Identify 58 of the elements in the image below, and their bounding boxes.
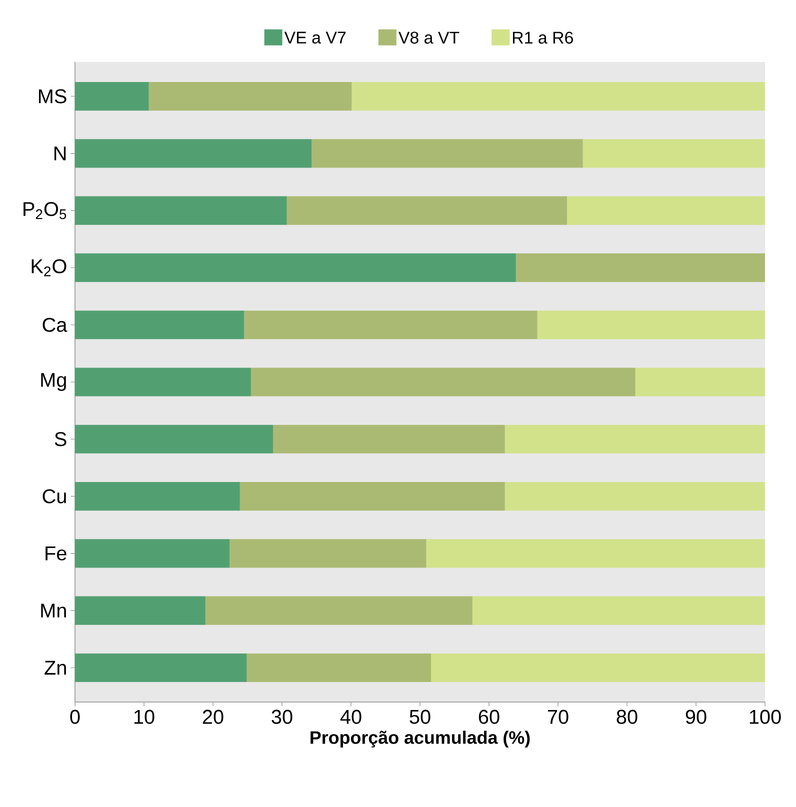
bar	[537, 310, 766, 340]
bar	[75, 539, 230, 568]
y-tick-label: S	[54, 432, 66, 446]
x-tick-label: 10	[134, 710, 154, 724]
bar	[240, 482, 505, 511]
bar	[635, 368, 766, 396]
bar	[352, 82, 766, 111]
bar	[426, 539, 766, 568]
y-tick-label: Fe	[46, 546, 66, 560]
y-tick-label: Cu	[42, 489, 66, 504]
legend-label: R1 a R6	[512, 32, 573, 44]
x-tick-label: 70	[548, 710, 568, 724]
x-tick-label: 20	[202, 710, 224, 724]
bar	[75, 139, 312, 168]
y-tick-label: Ca	[42, 318, 68, 332]
bar	[205, 596, 472, 625]
bar	[246, 653, 432, 682]
bar	[230, 539, 426, 568]
bar	[582, 139, 766, 168]
y-tick-label: N	[54, 146, 66, 160]
bar	[566, 196, 766, 225]
bar	[75, 310, 244, 340]
bar	[504, 424, 766, 454]
bar	[472, 596, 766, 625]
x-tick-label: 90	[686, 710, 706, 724]
bar	[250, 368, 636, 396]
y-tick-label: Mg	[41, 373, 66, 391]
legend-label: V8 a VT	[398, 32, 460, 44]
bar	[75, 196, 287, 225]
bar	[75, 82, 149, 111]
x-tick-label: 60	[478, 710, 500, 724]
bar	[75, 368, 251, 396]
bar	[431, 653, 766, 682]
bar	[75, 424, 274, 454]
y-tick-label: P$_{2}$O$_{5}$	[24, 202, 66, 220]
y-tick-label: MS	[38, 89, 66, 104]
x-tick-label: 50	[410, 710, 430, 724]
bar	[75, 596, 206, 625]
x-tick-label: 80	[616, 710, 638, 724]
bar	[273, 424, 505, 454]
x-tick-label: 40	[340, 710, 362, 724]
bar	[75, 253, 516, 282]
y-tick-label: Zn	[44, 660, 66, 675]
x-tick-label: 100	[750, 710, 781, 724]
y-tick-label: K$_{2}$O	[32, 259, 66, 276]
x-axis-title: Proporção acumulada (%)	[310, 730, 530, 748]
x-tick-label: 30	[272, 710, 292, 724]
bar	[75, 482, 240, 511]
bar	[312, 139, 583, 168]
bar	[148, 82, 352, 111]
bar	[244, 310, 538, 340]
bar	[286, 196, 567, 225]
bar	[75, 653, 247, 682]
x-tick-label: 0	[70, 710, 80, 724]
bar	[516, 253, 766, 282]
bar	[504, 482, 766, 511]
y-tick-label: Mn	[41, 604, 66, 618]
legend-label: VE a V7	[284, 32, 346, 44]
